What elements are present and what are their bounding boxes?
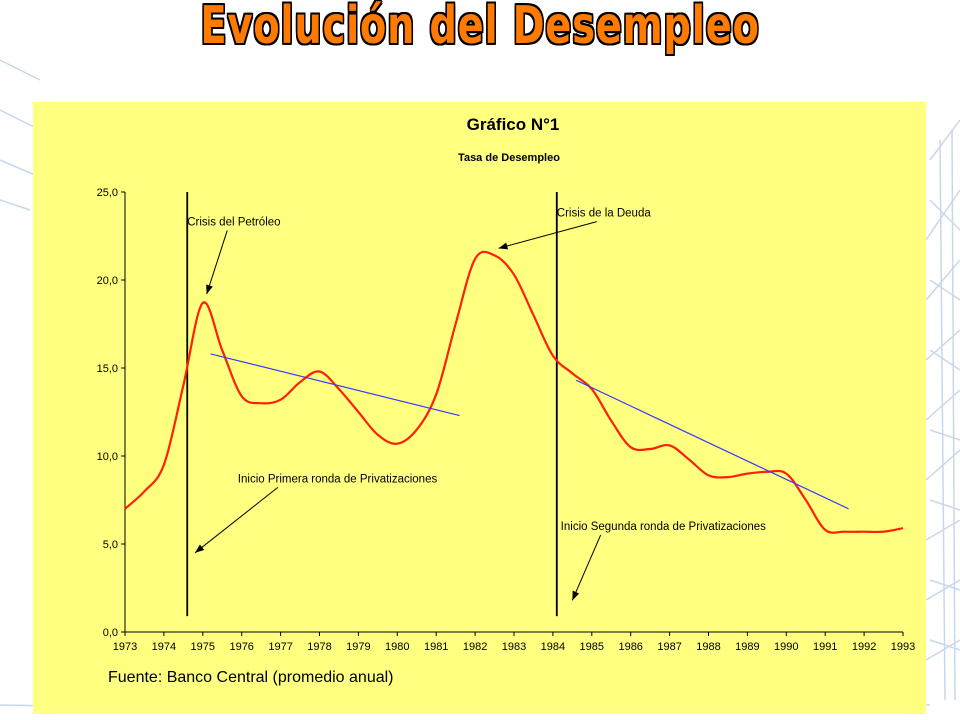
x-tick-label: 1983 <box>502 641 526 653</box>
x-tick-label: 1975 <box>191 641 215 653</box>
annotation-arrowhead <box>572 590 580 601</box>
x-tick-label: 1992 <box>852 641 876 653</box>
x-tick-label: 1978 <box>307 641 331 653</box>
y-tick-label: 0,0 <box>103 627 118 639</box>
x-tick-label: 1977 <box>268 641 292 653</box>
x-tick-label: 1986 <box>618 641 642 653</box>
unemployment-rate-line <box>124 250 904 534</box>
chart-annotations: Crisis del Petróleo Crisis de la Deuda Ini… <box>187 208 766 601</box>
x-tick-label: 1984 <box>541 641 565 653</box>
x-tick-label: 1980 <box>385 641 409 653</box>
annotation-arrow <box>571 534 602 601</box>
x-tick-label: 1981 <box>424 641 448 653</box>
x-tick-label: 1974 <box>152 641 176 653</box>
annotation-label: Crisis del Petróleo <box>187 216 280 228</box>
chart-axes <box>121 191 904 636</box>
annotation-label: Inicio Segunda ronda de Privatizaciones <box>561 521 766 533</box>
chart-series <box>124 250 904 534</box>
x-tick-label: 1985 <box>580 641 604 653</box>
y-tick-label: 20,0 <box>97 275 118 287</box>
x-tick-label: 1989 <box>735 641 759 653</box>
x-tick-label: 1979 <box>346 641 370 653</box>
x-tick-label: 1991 <box>813 641 837 653</box>
trend-line <box>575 379 849 510</box>
chart-title: Gráfico N°1 <box>467 115 560 134</box>
annotation-arrow <box>206 230 228 295</box>
line-chart: Gráfico N°1 Tasa de Desempleo Crisis del… <box>97 115 916 686</box>
annotation-arrowhead <box>206 284 213 295</box>
x-tick-label: 1976 <box>229 641 253 653</box>
annotation-arrow <box>498 221 597 249</box>
tick-labels: 0,0 5,0 10,0 15,0 20,0 25,0 1973 1974 1975 1976 19… <box>97 187 916 653</box>
annotation-arrow <box>194 487 279 554</box>
x-tick-label: 1973 <box>113 641 137 653</box>
y-tick-label: 5,0 <box>103 539 118 551</box>
slide-title: Evolución del Desempleo <box>200 0 760 56</box>
x-tick-label: 1990 <box>774 641 798 653</box>
x-tick-label: 1993 <box>891 641 915 653</box>
annotation-label: Inicio Primera ronda de Privatizaciones <box>238 473 438 485</box>
annotation-arrowhead <box>498 242 509 250</box>
chart-subtitle: Tasa de Desempleo <box>458 152 560 164</box>
event-lines <box>186 192 558 617</box>
annotation-arrowhead <box>195 544 205 553</box>
x-tick-label: 1987 <box>657 641 681 653</box>
x-tick-label: 1982 <box>463 641 487 653</box>
x-tick-label: 1988 <box>696 641 720 653</box>
chart-panel: Gráfico N°1 Tasa de Desempleo Crisis del… <box>33 102 926 714</box>
chart-source: Fuente: Banco Central (promedio anual) <box>108 669 394 686</box>
y-tick-label: 10,0 <box>97 451 118 463</box>
y-tick-label: 25,0 <box>97 187 118 199</box>
annotation-label: Crisis de la Deuda <box>557 208 652 220</box>
y-tick-label: 15,0 <box>97 363 118 375</box>
trend-line <box>210 353 460 417</box>
